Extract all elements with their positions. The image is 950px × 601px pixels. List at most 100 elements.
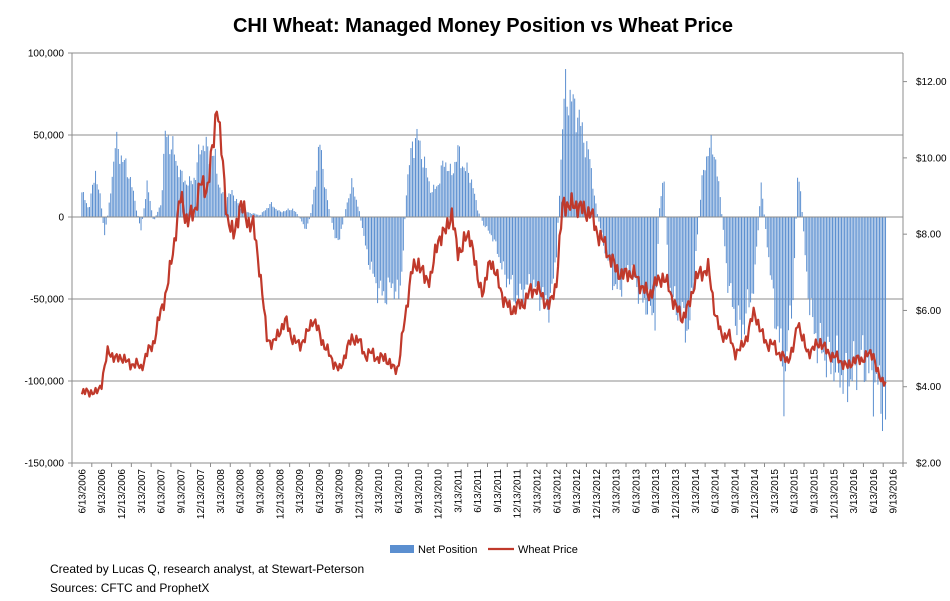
- net-position-bar: [122, 161, 124, 217]
- net-position-bar: [877, 217, 879, 385]
- x-tick-label: 6/13/2015: [790, 469, 801, 514]
- net-position-bar: [198, 144, 200, 217]
- legend-label-net-position: Net Position: [418, 544, 477, 556]
- net-position-bar: [240, 208, 242, 217]
- net-position-bar: [774, 217, 776, 329]
- net-position-bar: [287, 208, 289, 217]
- x-tick-label: 9/13/2014: [730, 469, 741, 514]
- net-position-bar: [689, 217, 691, 321]
- net-position-bar: [313, 189, 315, 217]
- net-position-bar: [331, 217, 333, 223]
- net-position-bar: [630, 217, 632, 275]
- net-position-bar: [737, 217, 739, 306]
- net-position-bar: [278, 210, 280, 217]
- net-position-bar: [807, 217, 809, 299]
- net-position-bar: [173, 154, 175, 217]
- net-position-bar: [483, 217, 485, 226]
- net-position-bar: [827, 217, 829, 337]
- net-position-bar: [216, 173, 218, 217]
- net-position-bar: [595, 203, 597, 217]
- net-position-bar: [179, 169, 181, 217]
- net-position-bar: [639, 217, 641, 287]
- net-position-bar: [455, 161, 457, 217]
- net-position-bar: [552, 217, 554, 279]
- net-position-bar: [618, 217, 620, 278]
- net-position-bar: [489, 217, 491, 234]
- net-position-bar: [624, 217, 626, 274]
- net-position-bar: [563, 98, 565, 217]
- net-position-bar: [830, 217, 832, 375]
- net-position-bar: [812, 217, 814, 318]
- net-position-bar: [797, 177, 799, 217]
- net-position-bar: [831, 217, 833, 363]
- net-position-bar: [411, 141, 413, 217]
- net-position-bar: [442, 160, 444, 217]
- net-position-bar: [296, 214, 298, 217]
- net-position-bar: [290, 210, 292, 217]
- net-position-bar: [311, 204, 313, 217]
- net-position-bar: [686, 217, 688, 331]
- net-position-bar: [101, 208, 103, 217]
- net-position-bar: [871, 217, 873, 371]
- net-position-bar: [885, 217, 887, 420]
- net-position-bar: [771, 217, 773, 280]
- net-position-bar: [545, 217, 547, 296]
- net-position-bar: [493, 217, 495, 240]
- net-position-bar: [555, 217, 557, 258]
- net-position-bar: [809, 217, 811, 316]
- x-tick-label: 6/13/2007: [157, 469, 168, 514]
- net-position-bar: [533, 217, 535, 280]
- x-tick-label: 6/13/2012: [552, 469, 563, 514]
- net-position-bar: [143, 208, 145, 217]
- net-position-bar: [484, 217, 486, 228]
- net-position-bar: [731, 217, 733, 307]
- net-position-bar: [468, 172, 470, 217]
- net-position-bar: [487, 217, 489, 231]
- right-tick-label: $4.00: [916, 382, 941, 393]
- x-tick-label: 12/13/2009: [354, 469, 365, 519]
- net-position-bar: [301, 217, 303, 222]
- net-position-bar: [580, 125, 582, 217]
- net-position-bar: [657, 217, 659, 244]
- net-position-bar: [193, 177, 195, 217]
- net-position-bar: [351, 178, 353, 217]
- net-position-bar: [217, 184, 219, 217]
- left-tick-label: 100,000: [28, 49, 65, 60]
- net-position-bar: [706, 156, 708, 217]
- net-position-bar: [475, 200, 477, 217]
- net-position-bar: [310, 213, 312, 217]
- net-position-bar: [821, 217, 823, 354]
- x-tick-label: 3/13/2010: [374, 469, 385, 514]
- net-position-bar: [575, 132, 577, 217]
- net-position-bar: [857, 217, 859, 359]
- net-position-bar: [757, 217, 759, 231]
- x-tick-label: 3/13/2011: [453, 469, 464, 513]
- net-position-bar: [433, 184, 435, 217]
- net-position-bar: [110, 193, 112, 217]
- net-position-bar: [692, 217, 694, 291]
- net-position-bar: [834, 217, 836, 373]
- net-position-bar: [286, 210, 288, 217]
- net-position-bar: [765, 217, 767, 230]
- net-position-bar: [881, 217, 883, 432]
- net-position-bar: [295, 211, 297, 217]
- net-position-bar: [449, 163, 451, 217]
- net-position-bar: [346, 202, 348, 217]
- net-position-bar: [786, 217, 788, 352]
- net-position-bar: [111, 176, 113, 217]
- net-position-bar: [562, 129, 564, 217]
- net-position-bar: [581, 122, 583, 217]
- net-position-bar: [211, 155, 213, 217]
- net-position-bar: [577, 117, 579, 217]
- net-position-bar: [387, 217, 389, 278]
- net-position-bar: [319, 144, 321, 217]
- net-position-bar: [693, 217, 695, 281]
- net-position-bar: [525, 217, 527, 285]
- net-position-bar: [762, 198, 764, 217]
- net-position-bar: [469, 182, 471, 217]
- net-position-bar: [800, 191, 802, 217]
- net-position-bar: [551, 217, 553, 284]
- net-position-bar: [836, 217, 838, 336]
- x-tick-label: 6/13/2009: [315, 469, 326, 514]
- net-position-bar: [243, 211, 245, 217]
